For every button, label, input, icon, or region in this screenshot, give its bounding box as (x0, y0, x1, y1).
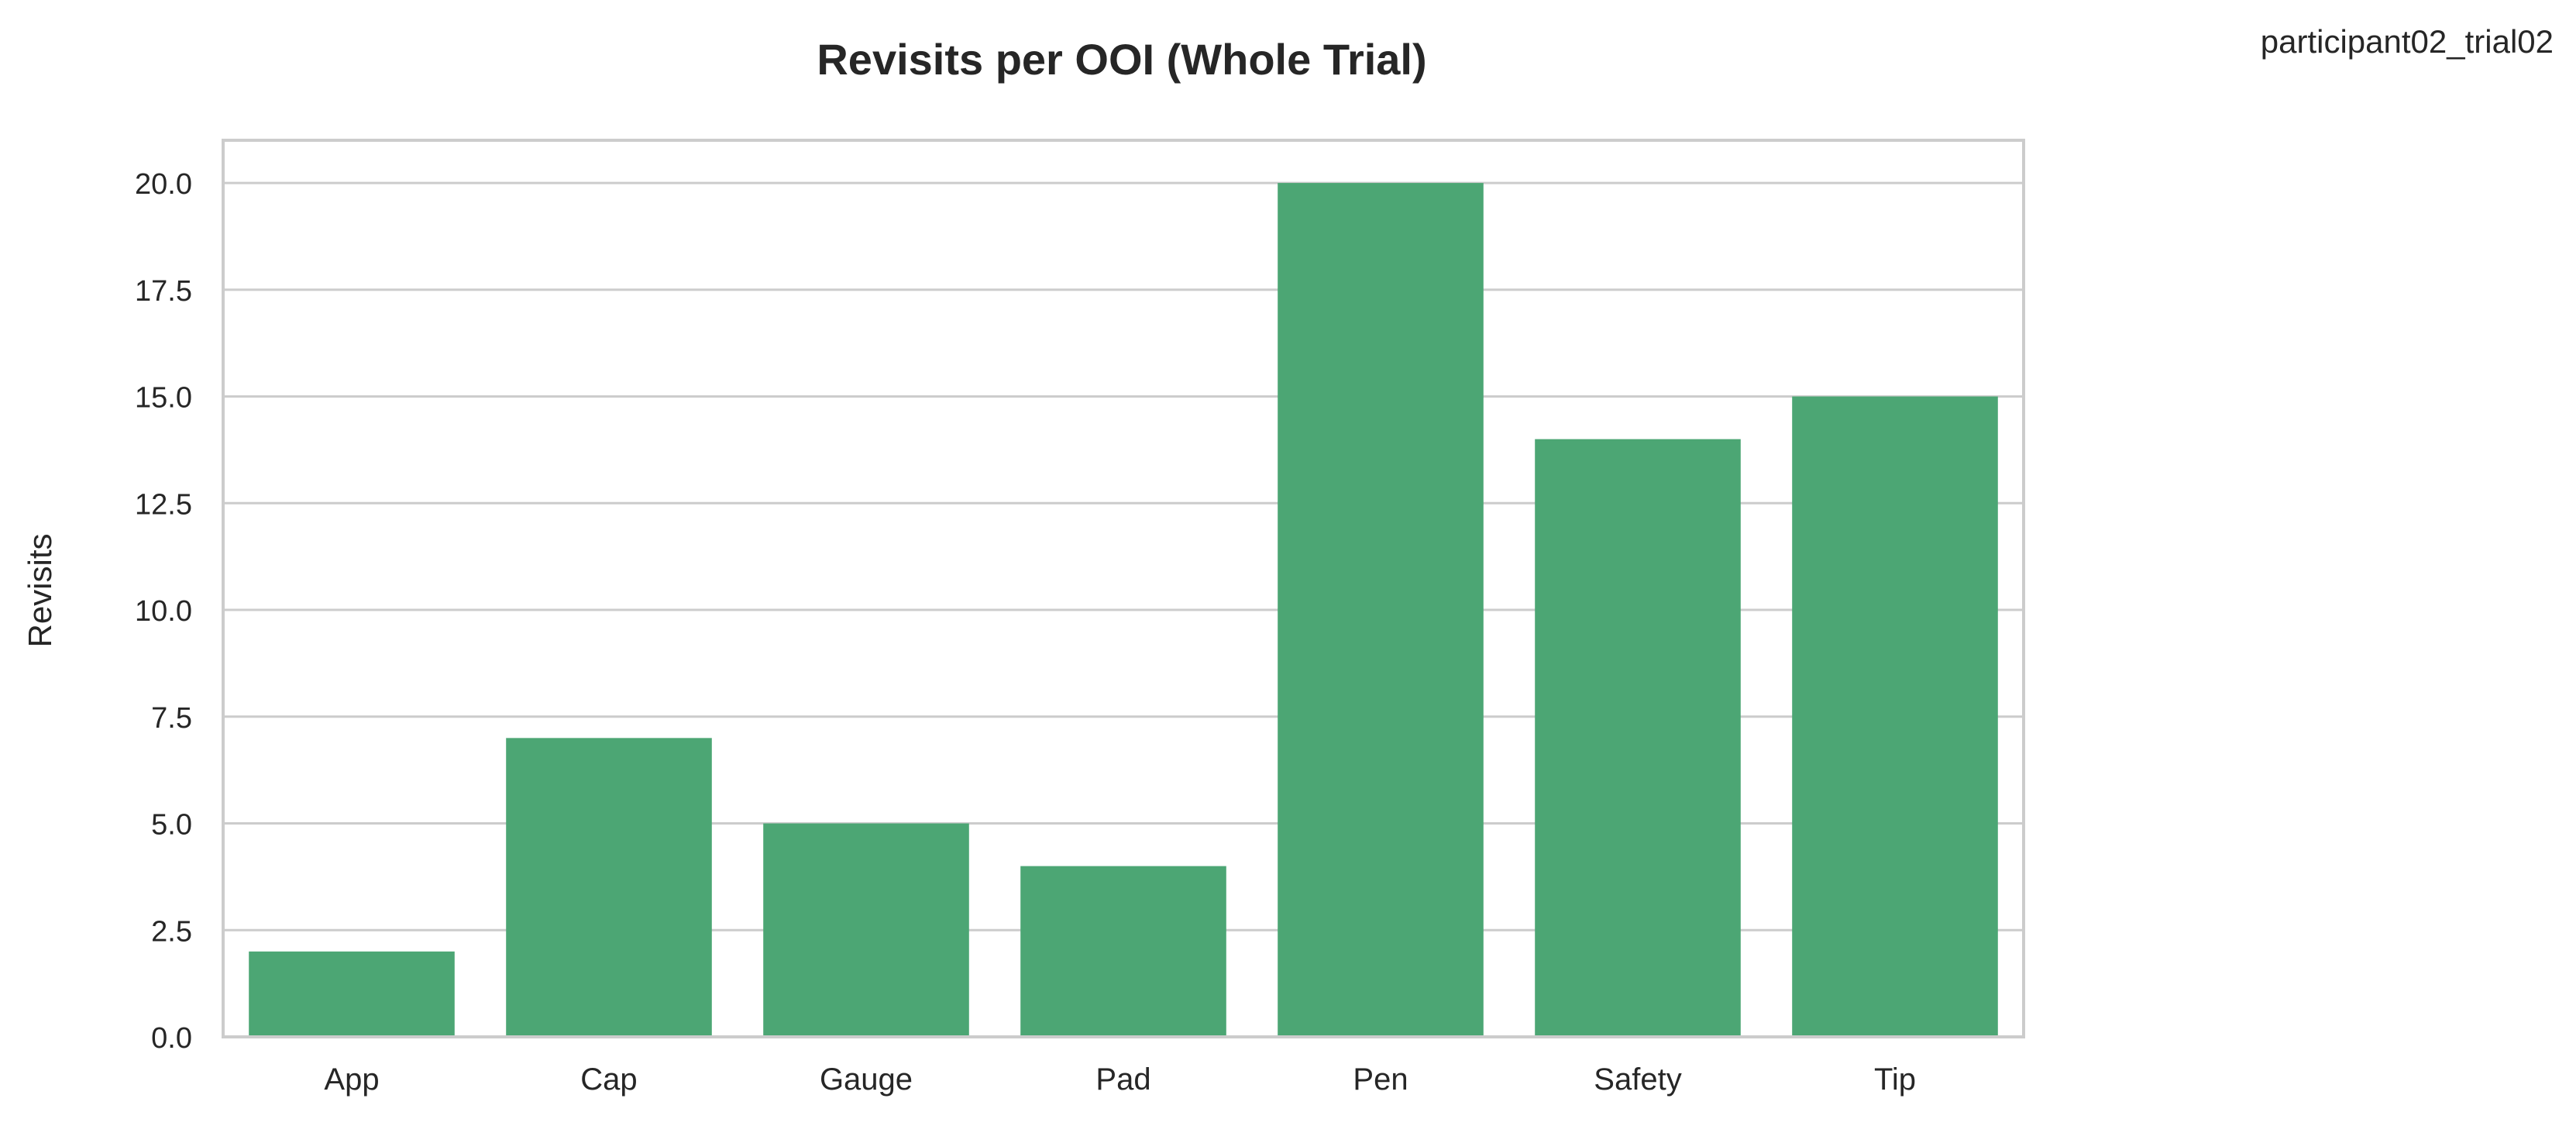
plot-frame (222, 139, 2025, 1038)
y-tick-label: 7.5 (151, 702, 192, 735)
y-tick-label: 20.0 (135, 168, 192, 201)
y-tick-label: 17.5 (135, 275, 192, 308)
y-tick-label: 15.0 (135, 382, 192, 415)
y-tick-label: 5.0 (151, 809, 192, 842)
x-tick-label: Pad (1095, 1062, 1150, 1097)
bar-pen (1278, 183, 1484, 1038)
bar-app (249, 951, 455, 1037)
x-tick-labels: App Cap Gauge Pad Pen Safety Tip (324, 1062, 1916, 1097)
x-tick-label: Safety (1594, 1062, 1681, 1097)
x-tick-label: Gauge (820, 1062, 913, 1097)
bar-gauge (763, 823, 969, 1037)
chart-title: Revisits per OOI (Whole Trial) (817, 35, 1426, 84)
bar-safety (1535, 439, 1741, 1037)
bar-pad (1020, 866, 1226, 1037)
x-tick-label: Pen (1353, 1062, 1408, 1097)
x-tick-label: Tip (1874, 1062, 1916, 1097)
y-tick-label: 2.5 (151, 915, 192, 948)
y-axis-label: Revisits (22, 533, 58, 647)
bar-cap (506, 738, 712, 1037)
y-tick-label: 0.0 (151, 1022, 192, 1055)
run-label: participant02_trial02 (2261, 23, 2554, 60)
x-tick-label: Cap (580, 1062, 637, 1097)
y-tick-label: 10.0 (135, 595, 192, 628)
bars (249, 183, 1998, 1038)
y-tick-labels: 0.0 2.5 5.0 7.5 10.0 12.5 15.0 17.5 20.0 (135, 168, 192, 1055)
y-tick-label: 12.5 (135, 488, 192, 521)
x-tick-label: App (324, 1062, 379, 1097)
bar-tip (1792, 396, 1998, 1038)
